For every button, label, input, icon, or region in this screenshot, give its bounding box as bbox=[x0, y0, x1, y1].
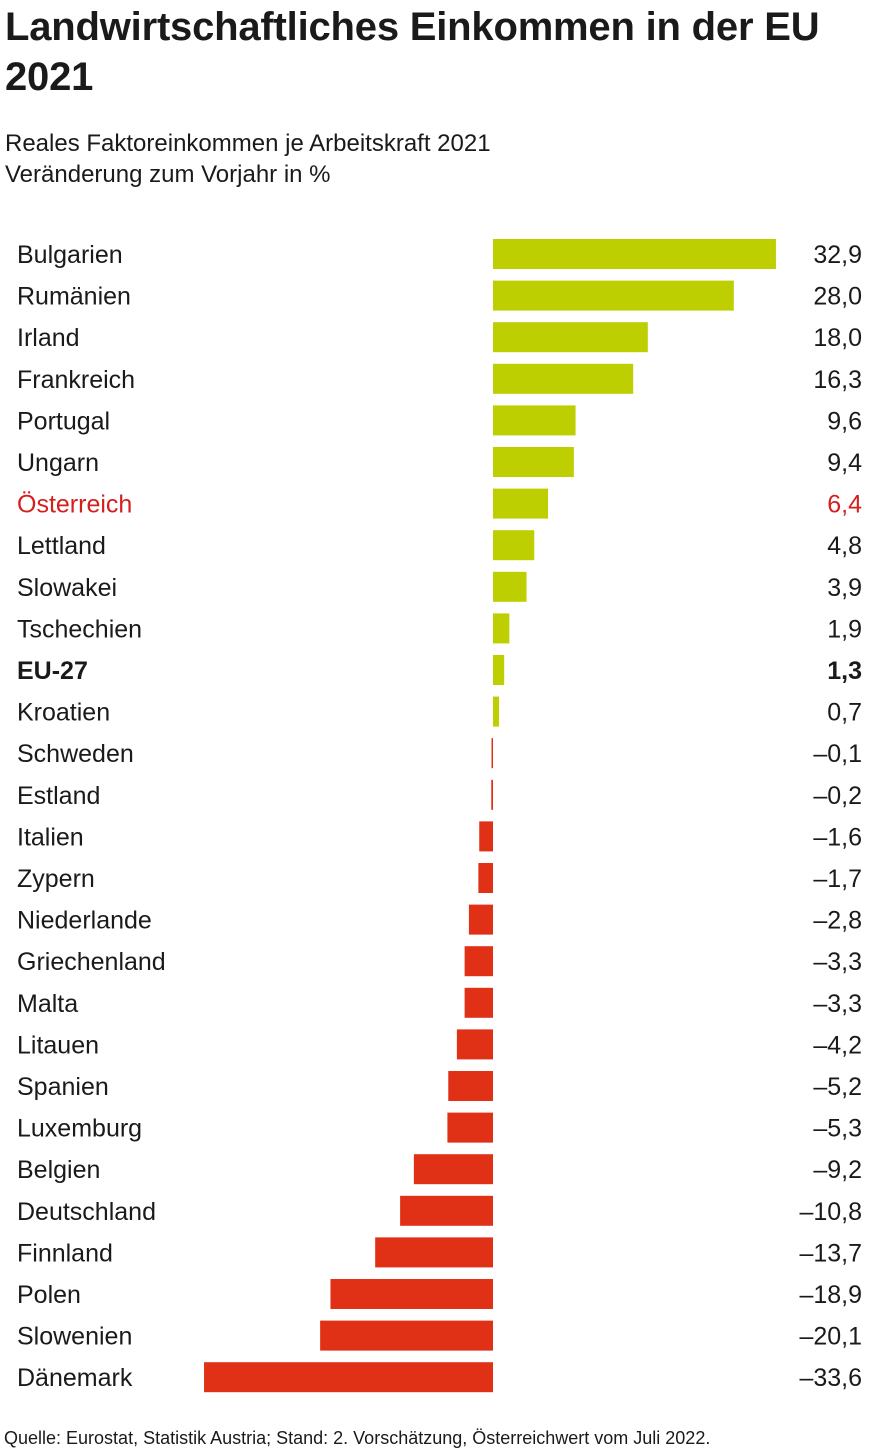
bar-slowenien bbox=[320, 1320, 493, 1351]
bar-deutschland bbox=[400, 1195, 493, 1226]
bar-portugal bbox=[493, 405, 576, 436]
value-label-tschechien: 1,9 bbox=[827, 615, 862, 643]
value-label-malta: –3,3 bbox=[813, 990, 862, 1018]
bar-ungarn bbox=[493, 447, 574, 477]
value-label-irland: 18,0 bbox=[813, 324, 862, 352]
bar-lettland bbox=[493, 530, 535, 561]
bar-rumaenien bbox=[493, 280, 734, 311]
bar-irland bbox=[493, 322, 648, 353]
category-label-belgien: Belgien bbox=[17, 1156, 100, 1184]
bar-finnland bbox=[375, 1237, 493, 1268]
value-label-kroatien: 0,7 bbox=[827, 699, 862, 727]
value-label-niederlande: –2,8 bbox=[813, 907, 862, 935]
category-label-deutschland: Deutschland bbox=[17, 1198, 156, 1226]
value-label-eu-27: 1,3 bbox=[827, 657, 862, 685]
bar-frankreich bbox=[493, 363, 634, 394]
bar-kroatien bbox=[493, 696, 500, 727]
subtitle-line-1: Reales Faktoreinkommen je Arbeitskraft 2… bbox=[5, 130, 491, 157]
bar-spanien bbox=[448, 1071, 493, 1101]
category-label-slowakei: Slowakei bbox=[17, 574, 117, 602]
bar-niederlande bbox=[468, 904, 493, 935]
value-label-finnland: –13,7 bbox=[799, 1239, 862, 1267]
category-label-slowenien: Slowenien bbox=[17, 1323, 132, 1351]
category-label-spanien: Spanien bbox=[17, 1073, 109, 1101]
bar-litauen bbox=[456, 1029, 493, 1060]
category-label-frankreich: Frankreich bbox=[17, 366, 135, 394]
category-label-rumaenien: Rumänien bbox=[17, 283, 131, 311]
source-note: Quelle: Eurostat, Statistik Austria; Sta… bbox=[4, 1428, 711, 1448]
bar-daenemark bbox=[204, 1362, 494, 1393]
bar-luxemburg bbox=[447, 1112, 493, 1143]
category-label-luxemburg: Luxemburg bbox=[17, 1115, 142, 1143]
value-label-oesterreich: 6,4 bbox=[827, 491, 862, 519]
category-label-estland: Estland bbox=[17, 782, 100, 810]
bar-malta bbox=[464, 987, 493, 1018]
chart-subtitle: Reales Faktoreinkommen je Arbeitskraft 2… bbox=[5, 128, 491, 190]
category-label-polen: Polen bbox=[17, 1281, 81, 1309]
value-label-litauen: –4,2 bbox=[813, 1031, 862, 1059]
bar-italien bbox=[479, 821, 493, 852]
value-label-ungarn: 9,4 bbox=[827, 449, 862, 477]
value-label-daenemark: –33,6 bbox=[799, 1364, 862, 1392]
category-label-eu-27: EU-27 bbox=[17, 657, 88, 685]
bar-belgien bbox=[413, 1154, 493, 1185]
bar-oesterreich bbox=[493, 488, 549, 519]
category-label-niederlande: Niederlande bbox=[17, 907, 152, 935]
bar-chart: Bulgarien 32,9 Rumänien 28,0 Irland 18,0 Frank… bbox=[17, 239, 862, 1393]
value-label-portugal: 9,6 bbox=[827, 407, 862, 435]
value-label-italien: –1,6 bbox=[813, 823, 862, 851]
value-label-lettland: 4,8 bbox=[827, 532, 862, 560]
category-label-bulgarien: Bulgarien bbox=[17, 241, 123, 269]
bar-slowakei bbox=[493, 571, 527, 602]
value-label-schweden: –0,1 bbox=[813, 740, 862, 768]
value-label-zypern: –1,7 bbox=[813, 865, 862, 893]
category-label-daenemark: Dänemark bbox=[17, 1364, 133, 1392]
subtitle-line-2: Veränderung zum Vorjahr in % bbox=[5, 161, 331, 188]
value-label-spanien: –5,2 bbox=[813, 1073, 862, 1101]
bar-eu-27 bbox=[493, 655, 505, 685]
value-label-belgien: –9,2 bbox=[813, 1156, 862, 1184]
bar-schweden bbox=[491, 738, 493, 769]
value-label-slowakei: 3,9 bbox=[827, 574, 862, 602]
value-label-frankreich: 16,3 bbox=[813, 366, 862, 394]
category-label-italien: Italien bbox=[17, 823, 84, 851]
category-label-finnland: Finnland bbox=[17, 1239, 113, 1267]
category-label-irland: Irland bbox=[17, 324, 80, 352]
category-label-schweden: Schweden bbox=[17, 740, 134, 768]
category-label-malta: Malta bbox=[17, 990, 78, 1018]
category-label-zypern: Zypern bbox=[17, 865, 95, 893]
category-label-lettland: Lettland bbox=[17, 532, 106, 560]
category-label-ungarn: Ungarn bbox=[17, 449, 99, 477]
bar-polen bbox=[330, 1279, 493, 1309]
bar-tschechien bbox=[493, 613, 510, 644]
bar-zypern bbox=[478, 863, 493, 893]
value-label-deutschland: –10,8 bbox=[799, 1198, 862, 1226]
value-label-griechenland: –3,3 bbox=[813, 948, 862, 976]
category-label-kroatien: Kroatien bbox=[17, 699, 110, 727]
value-label-bulgarien: 32,9 bbox=[813, 241, 862, 269]
value-label-polen: –18,9 bbox=[799, 1281, 862, 1309]
value-label-rumaenien: 28,0 bbox=[813, 283, 862, 311]
category-label-oesterreich: Österreich bbox=[17, 491, 132, 519]
value-label-slowenien: –20,1 bbox=[799, 1323, 862, 1351]
category-label-litauen: Litauen bbox=[17, 1031, 99, 1059]
bar-bulgarien bbox=[493, 239, 776, 269]
bar-estland bbox=[491, 779, 493, 810]
value-label-luxemburg: –5,3 bbox=[813, 1115, 862, 1143]
category-label-tschechien: Tschechien bbox=[17, 615, 142, 643]
bar-griechenland bbox=[464, 946, 493, 977]
chart-title: Landwirtschaftliches Einkommen in der EU… bbox=[5, 5, 820, 99]
value-label-estland: –0,2 bbox=[813, 782, 862, 810]
category-label-griechenland: Griechenland bbox=[17, 948, 166, 976]
category-label-portugal: Portugal bbox=[17, 407, 110, 435]
